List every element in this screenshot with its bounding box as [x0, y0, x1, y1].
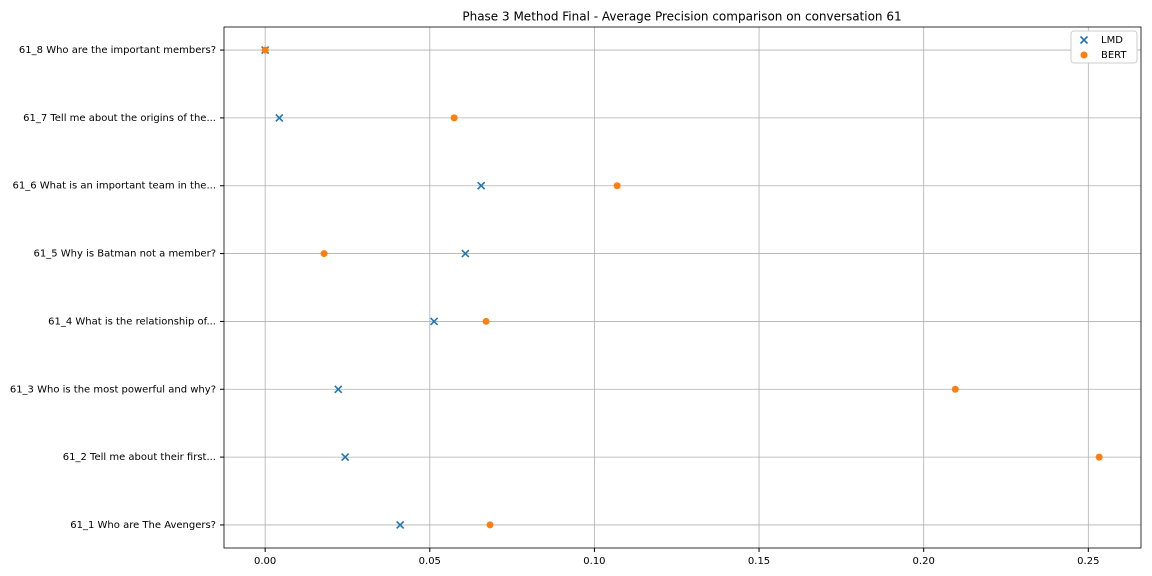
- legend-label: LMD: [1101, 35, 1123, 46]
- legend-marker: [1079, 35, 1089, 45]
- x-tick-label: 0.00: [254, 556, 276, 567]
- point: [334, 385, 343, 394]
- y-tick-label: 61_7 Tell me about the origins of the...: [23, 113, 216, 124]
- point: [275, 113, 284, 122]
- point: [320, 250, 328, 258]
- x-tick-label: 0.20: [913, 556, 935, 567]
- x-tick-label: 0.10: [583, 556, 605, 567]
- point: [261, 46, 269, 54]
- point: [482, 317, 490, 325]
- point: [396, 520, 405, 530]
- y-tick-label: 61_6 What is an important team in the...: [13, 181, 216, 192]
- point: [486, 521, 494, 529]
- y-tick-label: 61_1 Who are The Avengers?: [70, 520, 216, 531]
- plot-frame: [223, 26, 1142, 549]
- y-tick-label: 61_8 Who are the important members?: [19, 45, 216, 56]
- chart-title: Phase 3 Method Final - Average Precision…: [462, 10, 901, 24]
- legend-label: BERT: [1101, 50, 1127, 61]
- point: [430, 317, 439, 326]
- x-tick-label: 0.05: [419, 556, 441, 567]
- y-tick-label: 61_5 Why is Batman not a member?: [34, 249, 216, 260]
- x-tick-label: 0.15: [748, 556, 770, 567]
- point: [450, 114, 458, 122]
- y-tick-label: 61_3 Who is the most powerful and why?: [10, 384, 216, 395]
- x-tick-label: 0.25: [1077, 556, 1099, 567]
- legend-marker: [1080, 51, 1088, 59]
- point: [461, 249, 470, 258]
- y-tick-label: 61_2 Tell me about their first...: [63, 452, 216, 463]
- y-tick-label: 61_4 What is the relationship of...: [48, 316, 216, 327]
- point: [341, 453, 350, 462]
- point: [951, 385, 959, 393]
- point: [613, 182, 621, 190]
- point: [477, 181, 486, 190]
- point: [1095, 453, 1103, 461]
